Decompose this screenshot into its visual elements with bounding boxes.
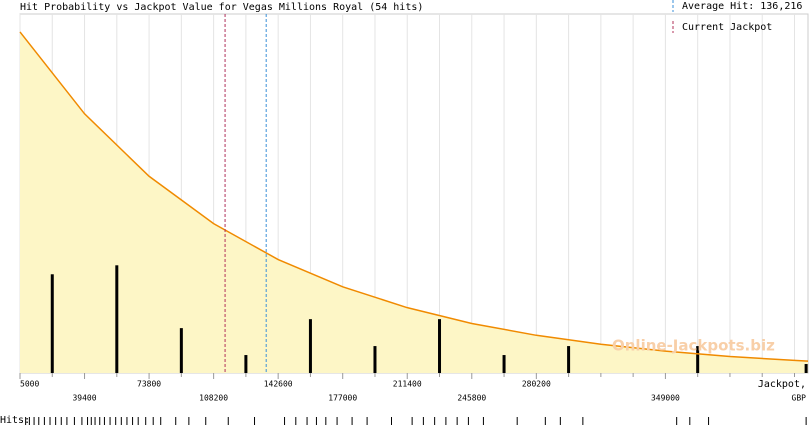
bar xyxy=(373,346,377,373)
chart-title: Hit Probability vs Jackpot Value for Veg… xyxy=(20,2,423,13)
bar xyxy=(567,346,571,373)
x-tick-label: 108200 xyxy=(199,394,228,403)
watermark: Online-Jackpots.biz xyxy=(612,337,775,355)
bar xyxy=(115,265,119,373)
bar xyxy=(50,274,54,373)
x-axis-label: GBP xyxy=(792,394,807,403)
hits-label: Hits: xyxy=(0,415,30,425)
bar xyxy=(308,319,312,373)
x-tick-label: 349000 xyxy=(651,394,680,403)
bar xyxy=(438,319,442,373)
x-tick-label: 39400 xyxy=(72,394,96,403)
x-tick-label: 280200 xyxy=(522,380,551,389)
curve-line xyxy=(19,31,809,362)
bar xyxy=(696,346,700,373)
bar xyxy=(804,364,808,373)
x-tick-label: 5000 xyxy=(20,380,39,389)
x-tick-label: 245800 xyxy=(457,394,486,403)
x-tick-label: 73800 xyxy=(137,380,161,389)
legend-label: Current Jackpot xyxy=(682,22,772,33)
legend-label: Average Hit: 136,216 xyxy=(682,1,802,12)
x-tick-label: 177000 xyxy=(328,394,357,403)
x-axis-label: Jackpot, xyxy=(758,379,806,390)
bar xyxy=(502,355,506,373)
bar xyxy=(244,355,248,373)
curve-area xyxy=(20,31,808,373)
bar xyxy=(179,328,183,373)
x-tick-label: 142600 xyxy=(264,380,293,389)
x-tick-label: 211400 xyxy=(393,380,422,389)
